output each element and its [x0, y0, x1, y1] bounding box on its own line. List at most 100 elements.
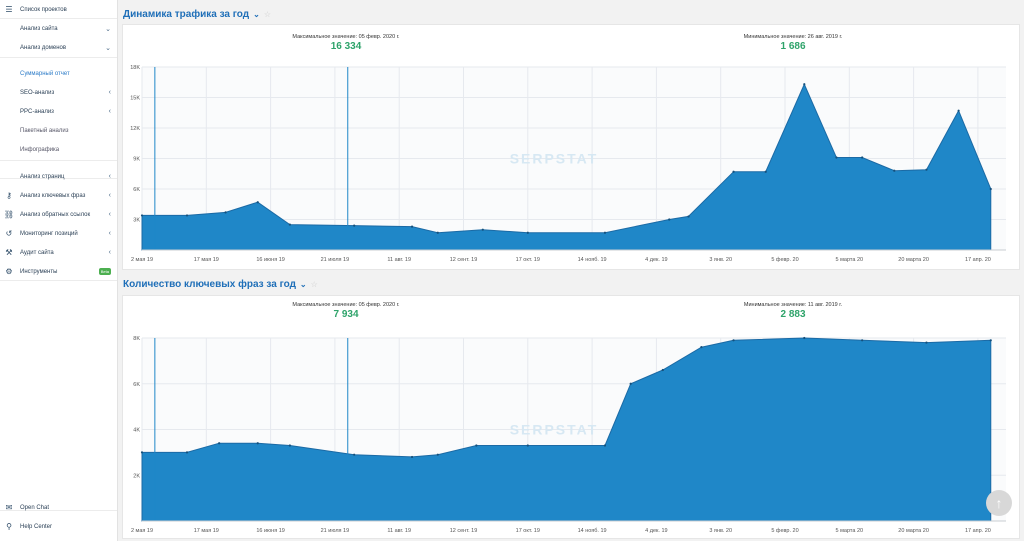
keywords-section-title[interactable]: Количество ключевых фраз за год ⌄ ☆ [123, 279, 318, 290]
sidebar-item-10[interactable]: ⛓ Анализ обратных ссылок ‹ [0, 205, 117, 224]
traffic-min-stat: Минимальное значение: 26 авг. 2019 г. 1 … [693, 34, 893, 52]
sidebar-item-2[interactable]: Анализ доменов ⌄ [0, 38, 117, 57]
data-point [288, 444, 291, 447]
chat-icon: ✉ [5, 503, 13, 512]
y-tick-label: 18K [130, 65, 140, 71]
keywords-max-stat: Максимальное значение: 05 февр. 2020 г. … [246, 302, 446, 320]
y-tick-label: 6K [133, 187, 140, 193]
serpstat-watermark: SERPSTAT [510, 151, 599, 167]
sidebar-item-label: Open Chat [20, 504, 50, 511]
sidebar-item-label: Инфографика [20, 146, 60, 153]
data-point [218, 442, 221, 445]
sidebar-item-label: Анализ доменов [20, 44, 67, 51]
data-point [224, 211, 227, 214]
chevron-down-icon: ⌄ [105, 44, 111, 52]
sidebar-item-15[interactable]: ⚲ Help Center [0, 517, 117, 536]
sidebar-item-1[interactable]: Анализ сайта ⌄ [0, 19, 117, 38]
sidebar-item-5[interactable]: PPC-анализ ‹ [0, 102, 117, 121]
x-tick-label: 3 янв. 20 [709, 257, 732, 263]
chevron-left-icon: ‹ [108, 211, 111, 218]
x-tick-label: 17 апр. 20 [965, 257, 991, 263]
data-point [893, 169, 896, 172]
chevron-left-icon: ‹ [108, 192, 111, 199]
x-tick-label: 5 марта 20 [836, 257, 864, 263]
x-tick-label: 12 сент. 19 [450, 257, 478, 263]
star-icon[interactable]: ☆ [263, 10, 271, 19]
data-point [436, 231, 439, 234]
keywords-min-stat: Минимальное значение: 11 авг. 2019 г. 2 … [693, 302, 893, 320]
arrow-up-icon: ↑ [995, 495, 1003, 511]
data-point [700, 346, 703, 349]
x-tick-label: 11 авг. 19 [387, 528, 411, 534]
x-tick-label: 2 мая 19 [131, 528, 153, 534]
sidebar-item-4[interactable]: SEO-анализ ‹ [0, 83, 117, 102]
sidebar: ☰ Список проектов Анализ сайта ⌄ Анализ доме… [0, 0, 118, 541]
data-point [861, 156, 864, 159]
data-point [353, 453, 356, 456]
data-point [481, 228, 484, 231]
sidebar-divider [0, 510, 117, 511]
wrench-icon: ⚒ [5, 248, 13, 257]
sidebar-item-7[interactable]: Инфографика [0, 140, 117, 159]
x-tick-label: 17 апр. 20 [965, 528, 991, 534]
x-tick-label: 2 мая 19 [131, 257, 153, 263]
sidebar-item-11[interactable]: ↺ Мониторинг позиций ‹ [0, 224, 117, 243]
keywords-min-label: Минимальное значение: 11 авг. 2019 г. [743, 302, 843, 308]
sidebar-item-13[interactable]: ⚙ Инструменты Beta [0, 262, 117, 281]
chevron-down-icon[interactable]: ⌄ [299, 280, 307, 289]
chevron-left-icon: ‹ [108, 249, 111, 256]
x-tick-label: 20 марта 20 [898, 257, 929, 263]
data-point [140, 451, 144, 454]
chevron-left-icon: ‹ [108, 89, 111, 96]
chevron-left-icon: ‹ [108, 230, 111, 237]
sidebar-item-14[interactable]: ✉ Open Chat [0, 498, 117, 517]
x-tick-label: 14 нояб. 19 [578, 257, 607, 263]
sidebar-item-12[interactable]: ⚒ Аудит сайта ‹ [0, 243, 117, 262]
x-tick-label: 5 февр. 20 [771, 528, 798, 534]
data-point [603, 231, 607, 234]
series-area [141, 337, 992, 522]
link-icon: ⛓ [3, 210, 15, 219]
keywords-min-value: 2 883 [780, 309, 806, 320]
data-point [989, 339, 992, 342]
data-point [732, 170, 735, 173]
x-tick-label: 11 авг. 19 [387, 257, 411, 263]
keywords-max-value: 7 934 [333, 309, 359, 320]
sidebar-item-label: Анализ ключевых фраз [20, 192, 86, 199]
scroll-to-top-button[interactable]: ↑ [986, 490, 1012, 516]
chevron-left-icon: ‹ [108, 173, 111, 180]
traffic-section-title[interactable]: Динамика трафика за год ⌄ ☆ [123, 9, 271, 20]
data-point [256, 442, 259, 445]
x-tick-label: 12 сент. 19 [450, 528, 478, 534]
sidebar-item-label: Мониторинг позиций [20, 230, 78, 237]
data-point [925, 341, 928, 344]
sidebar-item-label: Анализ страниц [20, 173, 65, 180]
keywords-chart[interactable]: 2K 4K 6K 8K SERPSTAT 2 мая 19 17 мая 19 16 июня… [123, 296, 1019, 538]
keywords-title: Количество ключевых фраз за год [123, 279, 296, 290]
x-tick-label: 14 нояб. 19 [578, 528, 607, 534]
sidebar-item-6[interactable]: Пакетный анализ [0, 121, 117, 140]
data-point [629, 382, 632, 385]
data-point [732, 339, 735, 342]
keywords-max-label: Максимальное значение: 05 февр. 2020 г. [292, 302, 400, 308]
chevron-left-icon: ‹ [108, 108, 111, 115]
data-point [256, 201, 259, 204]
sidebar-item-label: Анализ обратных ссылок [20, 211, 91, 218]
sidebar-item-9[interactable]: ⚷ Анализ ключевых фраз ‹ [0, 186, 117, 205]
data-point [410, 455, 414, 459]
sidebar-item-label: Пакетный анализ [20, 127, 69, 134]
sidebar-item-3[interactable]: Суммарный отчет [0, 64, 117, 83]
star-icon[interactable]: ☆ [310, 280, 318, 289]
chevron-down-icon[interactable]: ⌄ [253, 10, 260, 19]
traffic-min-value: 1 686 [780, 41, 806, 52]
sidebar-item-0[interactable]: ☰ Список проектов [0, 0, 117, 19]
x-tick-label: 17 мая 19 [194, 257, 219, 263]
data-point [475, 444, 478, 447]
traffic-chart[interactable]: 3K 6K 9K 12K 15K 18K SERPSTAT 2 мая 19 17 мая 19… [123, 25, 1019, 269]
x-tick-label: 17 окт. 19 [516, 257, 540, 263]
y-tick-label: 9K [133, 157, 140, 163]
sidebar-item-8[interactable]: Анализ страниц ‹ [0, 167, 117, 186]
data-point [764, 170, 767, 173]
x-tick-label: 21 июля 19 [321, 257, 350, 263]
data-point [687, 215, 690, 218]
